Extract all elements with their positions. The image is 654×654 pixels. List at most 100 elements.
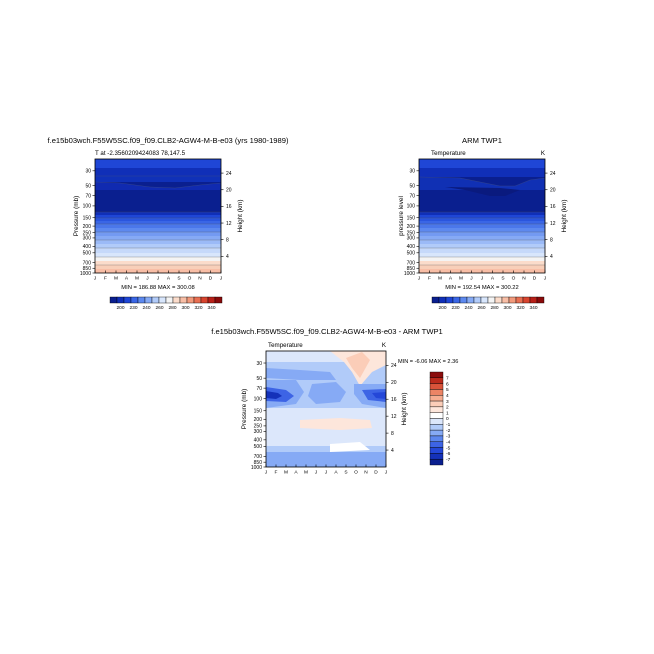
colorbar-tick-label: 260 xyxy=(155,305,163,311)
x-tick-label: A xyxy=(125,276,129,282)
x-tick-label: J xyxy=(385,470,388,476)
colorbar-tick-label: 230 xyxy=(451,305,459,311)
panel3-right-label: K xyxy=(382,342,387,349)
y-right-tick-label: 24 xyxy=(550,171,556,177)
y-tick-label: 250 xyxy=(407,230,416,236)
colorbar-swatch xyxy=(130,296,139,304)
colorbar-tick-label: 2 xyxy=(446,405,449,411)
x-tick-label: J xyxy=(265,470,268,476)
colorbar-tick-label: 5 xyxy=(446,387,449,393)
y-tick-label: 150 xyxy=(254,409,263,415)
colorbar-swatch xyxy=(515,296,524,304)
y-right-tick-label: 20 xyxy=(226,188,232,194)
panel2-title: ARM TWP1 xyxy=(462,136,502,145)
colorbar-swatch xyxy=(214,296,223,304)
x-tick-label: A xyxy=(294,470,298,476)
colorbar-swatch xyxy=(165,296,174,304)
colorbar-swatch xyxy=(158,296,167,304)
panel2-y-label: pressure level xyxy=(398,196,405,236)
panel3-left-label: Temperature xyxy=(268,342,303,349)
y-tick-label: 400 xyxy=(83,244,92,250)
colorbar-swatch xyxy=(429,406,444,413)
colorbar-swatch xyxy=(429,395,444,402)
y-right-tick-label: 16 xyxy=(226,204,232,210)
colorbar-tick-label: 200 xyxy=(116,305,124,311)
colorbar-swatch xyxy=(529,296,538,304)
panel-obs: ARM TWP1 Temperature K xyxy=(398,136,568,311)
y-right-tick-label: 12 xyxy=(226,221,232,227)
colorbar-swatch xyxy=(186,296,195,304)
x-tick-label: M xyxy=(438,276,442,282)
panel2-colorbar-labels: 200 230 240 260 280 300 320 340 xyxy=(438,305,537,311)
panel3-field xyxy=(266,351,386,467)
colorbar-tick-label: -3 xyxy=(446,434,451,440)
colorbar-tick-label: 300 xyxy=(503,305,511,311)
colorbar-swatch xyxy=(487,296,496,304)
colorbar-tick-label: 260 xyxy=(477,305,485,311)
colorbar-swatch xyxy=(522,296,531,304)
colorbar-swatch xyxy=(151,296,160,304)
y-tick-label: 850 xyxy=(407,266,416,272)
x-tick-label: N xyxy=(198,276,202,282)
y-tick-label: 50 xyxy=(256,376,262,382)
colorbar-tick-label: 6 xyxy=(446,381,449,387)
colorbar-swatch xyxy=(429,400,444,408)
colorbar-tick-label: 3 xyxy=(446,399,449,405)
x-tick-label: J xyxy=(418,276,421,282)
colorbar-tick-label: 1 xyxy=(446,410,449,416)
x-tick-label: D xyxy=(209,276,213,282)
y-tick-label: 30 xyxy=(409,169,415,175)
x-tick-label: M xyxy=(114,276,118,282)
y-tick-label: 200 xyxy=(254,417,263,423)
colorbar-tick-label: 230 xyxy=(129,305,137,311)
x-tick-label: A xyxy=(167,276,171,282)
colorbar-swatch xyxy=(144,296,153,304)
y-right-tick-label: 4 xyxy=(226,254,229,260)
y-right-tick-label: 12 xyxy=(550,221,556,227)
y-right-tick-label: 24 xyxy=(391,363,397,369)
panel1-colorbar-labels: 200 230 240 260 280 300 320 340 xyxy=(116,305,215,311)
y-tick-label: 250 xyxy=(83,230,92,236)
y-tick-label: 300 xyxy=(254,429,263,435)
x-tick-label: J xyxy=(544,276,547,282)
colorbar-swatch xyxy=(508,296,517,304)
colorbar-swatch xyxy=(445,296,454,304)
colorbar-tick-label: 320 xyxy=(194,305,202,311)
colorbar-swatch xyxy=(429,458,444,466)
colorbar-tick-label: 280 xyxy=(168,305,176,311)
colorbar-swatch xyxy=(501,296,510,304)
y-tick-label: 500 xyxy=(407,251,416,257)
colorbar-swatch xyxy=(429,453,444,460)
colorbar-swatch xyxy=(137,296,146,304)
x-tick-label: A xyxy=(449,276,453,282)
y-tick-label: 700 xyxy=(83,260,92,266)
x-tick-label: J xyxy=(325,470,328,476)
y-tick-label: 300 xyxy=(407,236,416,242)
x-tick-label: M xyxy=(459,276,463,282)
y-tick-label: 70 xyxy=(409,193,415,199)
colorbar-tick-label: 340 xyxy=(529,305,537,311)
colorbar-swatch xyxy=(207,296,216,304)
y-tick-label: 1000 xyxy=(251,465,262,471)
y-tick-label: 1000 xyxy=(80,271,91,277)
colorbar-swatch xyxy=(494,296,503,304)
panel2-y-axis-right: 24 20 16 12 8 4 xyxy=(545,171,556,260)
colorbar-swatch xyxy=(179,296,188,304)
x-tick-label: D xyxy=(374,470,378,476)
colorbar-tick-label: -4 xyxy=(446,439,451,445)
panel3-y-label: Pressure (mb) xyxy=(241,389,248,429)
y-tick-label: 70 xyxy=(256,386,262,392)
panel3-y-axis-right: 24 20 16 12 8 4 xyxy=(386,363,397,454)
x-tick-label: M xyxy=(304,470,308,476)
y-tick-label: 30 xyxy=(256,361,262,367)
colorbar-tick-label: 320 xyxy=(516,305,524,311)
y-right-tick-label: 8 xyxy=(391,431,394,437)
colorbar-swatch xyxy=(429,418,444,425)
